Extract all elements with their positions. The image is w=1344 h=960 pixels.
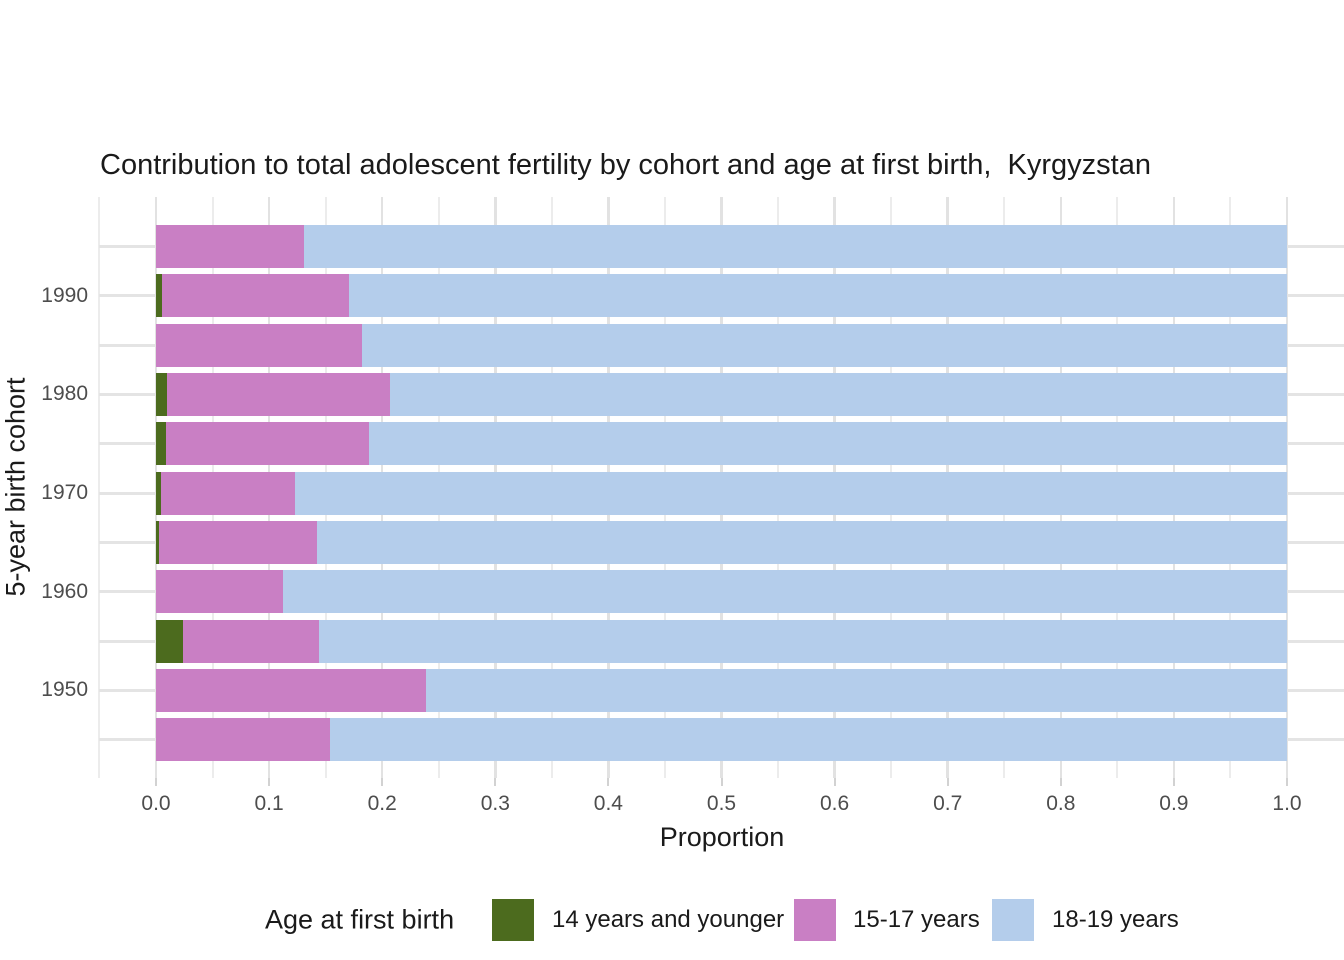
y-tick-label: 1980 <box>41 382 88 406</box>
gridline-minor-vertical <box>98 197 101 778</box>
legend-swatch <box>992 899 1034 941</box>
bar-segment <box>166 422 369 466</box>
x-tick-label: 0.8 <box>1046 792 1076 815</box>
bar-segment <box>368 422 1287 466</box>
x-tick-label: 1.0 <box>1272 792 1302 815</box>
x-axis-tick <box>1059 778 1062 786</box>
bar-segment <box>304 225 1287 268</box>
bar-segment <box>390 372 1287 416</box>
bar-segment <box>349 274 1287 318</box>
bar-segment <box>330 718 1287 762</box>
bar-segment <box>167 372 391 416</box>
x-axis-tick <box>946 778 949 786</box>
x-axis-tick <box>381 778 384 786</box>
bar-segment <box>156 372 168 416</box>
legend-item-label: 14 years and younger <box>552 906 785 933</box>
bar-segment <box>282 570 1287 614</box>
chart-title: Contribution to total adolescent fertili… <box>100 149 1151 181</box>
y-tick-label: 1960 <box>41 579 88 603</box>
bar-segment <box>160 471 296 515</box>
y-tick-label: 1970 <box>41 481 88 505</box>
x-axis-tick <box>607 778 610 786</box>
bar-segment <box>156 619 184 663</box>
bar-segment <box>156 668 427 712</box>
x-tick-label: 0.7 <box>933 792 963 815</box>
bar-segment <box>156 422 167 466</box>
x-tick-label: 0.0 <box>141 792 171 815</box>
x-axis-tick <box>720 778 723 786</box>
x-tick-label: 0.1 <box>254 792 284 815</box>
bar-segment <box>426 668 1287 712</box>
bar-segment <box>183 619 319 663</box>
bar-segment <box>156 274 162 318</box>
bar-segment <box>156 471 161 515</box>
bar-segment <box>361 323 1287 367</box>
legend-swatch <box>794 899 836 941</box>
x-tick-label: 0.4 <box>593 792 623 815</box>
bar-segment <box>316 520 1287 564</box>
plot-panel <box>98 197 1344 778</box>
legend-swatch <box>492 899 534 941</box>
x-tick-label: 0.9 <box>1159 792 1189 815</box>
x-tick-label: 0.3 <box>480 792 510 815</box>
y-tick-label: 1950 <box>41 678 88 702</box>
bar-segment <box>156 225 305 268</box>
x-axis-tick <box>1172 778 1175 786</box>
y-tick-label: 1990 <box>41 283 88 307</box>
bar-segment <box>156 718 331 762</box>
x-tick-label: 0.5 <box>706 792 737 815</box>
x-axis-tick <box>155 778 157 786</box>
x-axis-tick <box>268 778 271 786</box>
gridline-major-vertical <box>1285 197 1289 778</box>
bar-segment <box>318 619 1287 663</box>
bar-segment <box>161 274 350 318</box>
bar-segment <box>295 471 1287 515</box>
x-axis-tick <box>494 778 497 786</box>
bar-segment <box>156 570 283 614</box>
legend-title: Age at first birth <box>265 904 455 935</box>
x-axis-tick <box>833 778 836 786</box>
legend-item-label: 18-19 years <box>1052 906 1179 933</box>
x-tick-label: 0.2 <box>367 792 397 815</box>
bar-segment <box>156 520 160 564</box>
legend-item-label: 15-17 years <box>853 906 980 933</box>
x-tick-label: 0.6 <box>819 792 850 815</box>
bar-segment <box>156 323 362 367</box>
x-axis-title: Proportion <box>659 822 785 852</box>
bar-segment <box>159 520 317 564</box>
x-axis-tick <box>1286 778 1288 786</box>
